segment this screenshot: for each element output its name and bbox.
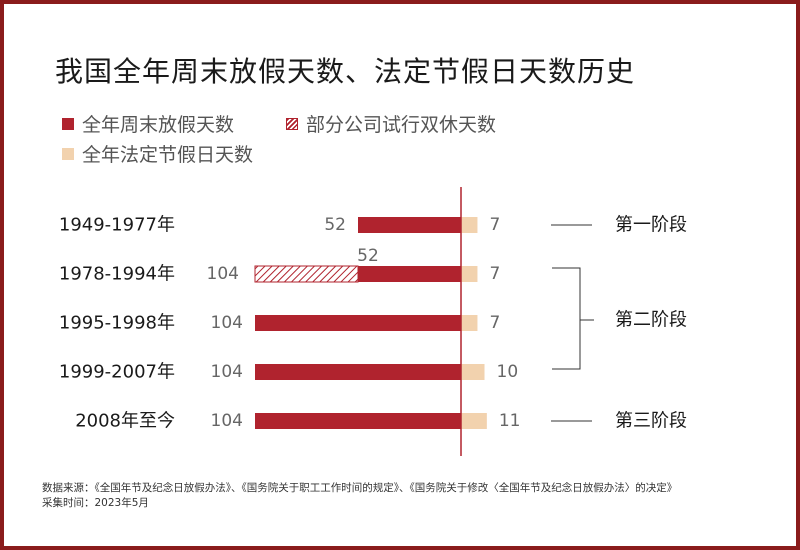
holiday-value-label: 7 — [489, 215, 500, 235]
weekend-value-label: 104 — [211, 411, 243, 431]
legend-weekend-label: 全年周末放假天数 — [82, 114, 235, 136]
holiday-bar — [461, 315, 478, 331]
holiday-bar — [461, 266, 478, 282]
weekend-value-label: 104 — [207, 264, 239, 284]
weekend-bar — [255, 364, 461, 380]
legend-weekend-swatch — [62, 117, 74, 130]
partial-value-label: 52 — [357, 246, 379, 266]
legend-partial: 部分公司试行双休天数 — [286, 110, 496, 137]
holiday-bar — [461, 413, 487, 429]
category-label: 2008年至今 — [75, 411, 175, 432]
legend-weekend: 全年周末放假天数 — [62, 110, 234, 137]
footnote-date: 采集时间：2023年5月 — [42, 497, 149, 509]
weekend-bar — [255, 315, 461, 331]
category-label: 1995-1998年 — [59, 313, 175, 334]
stage-label: 第二阶段 — [615, 310, 687, 331]
legend-holiday-swatch — [62, 147, 74, 160]
legend-partial-label: 部分公司试行双休天数 — [306, 114, 497, 136]
weekend-bar — [358, 217, 461, 233]
weekend-bar — [358, 266, 461, 282]
category-label: 1999-2007年 — [59, 362, 175, 383]
footnote: 数据来源：《全国年节及纪念日放假办法》、《国务院关于职工工作时间的规定》、《国务… — [42, 481, 677, 511]
holiday-bar — [461, 364, 485, 380]
category-label: 1978-1994年 — [59, 264, 175, 285]
legend-holiday: 全年法定节假日天数 — [62, 140, 253, 167]
weekend-bar — [255, 413, 461, 429]
stage-bracket — [552, 267, 594, 370]
holiday-bar — [461, 217, 478, 233]
stage-label: 第一阶段 — [615, 215, 687, 236]
weekend-value-label: 52 — [324, 215, 346, 235]
weekend-value-label: 104 — [211, 362, 243, 382]
partial-bar — [254, 265, 359, 283]
weekend-value-label: 104 — [211, 313, 243, 333]
holiday-value-label: 10 — [497, 362, 519, 382]
holiday-value-label: 11 — [499, 411, 521, 431]
footnote-source: 数据来源：《全国年节及纪念日放假办法》、《国务院关于职工工作时间的规定》、《国务… — [42, 482, 678, 494]
category-label: 1949-1977年 — [59, 215, 175, 236]
holiday-value-label: 7 — [489, 264, 500, 284]
legend-partial-swatch — [286, 117, 298, 130]
stage-label: 第三阶段 — [615, 411, 687, 432]
holiday-value-label: 7 — [489, 313, 500, 333]
legend-holiday-label: 全年法定节假日天数 — [82, 144, 254, 166]
chart-title: 我国全年周末放假天数、法定节假日天数历史 — [55, 55, 636, 88]
